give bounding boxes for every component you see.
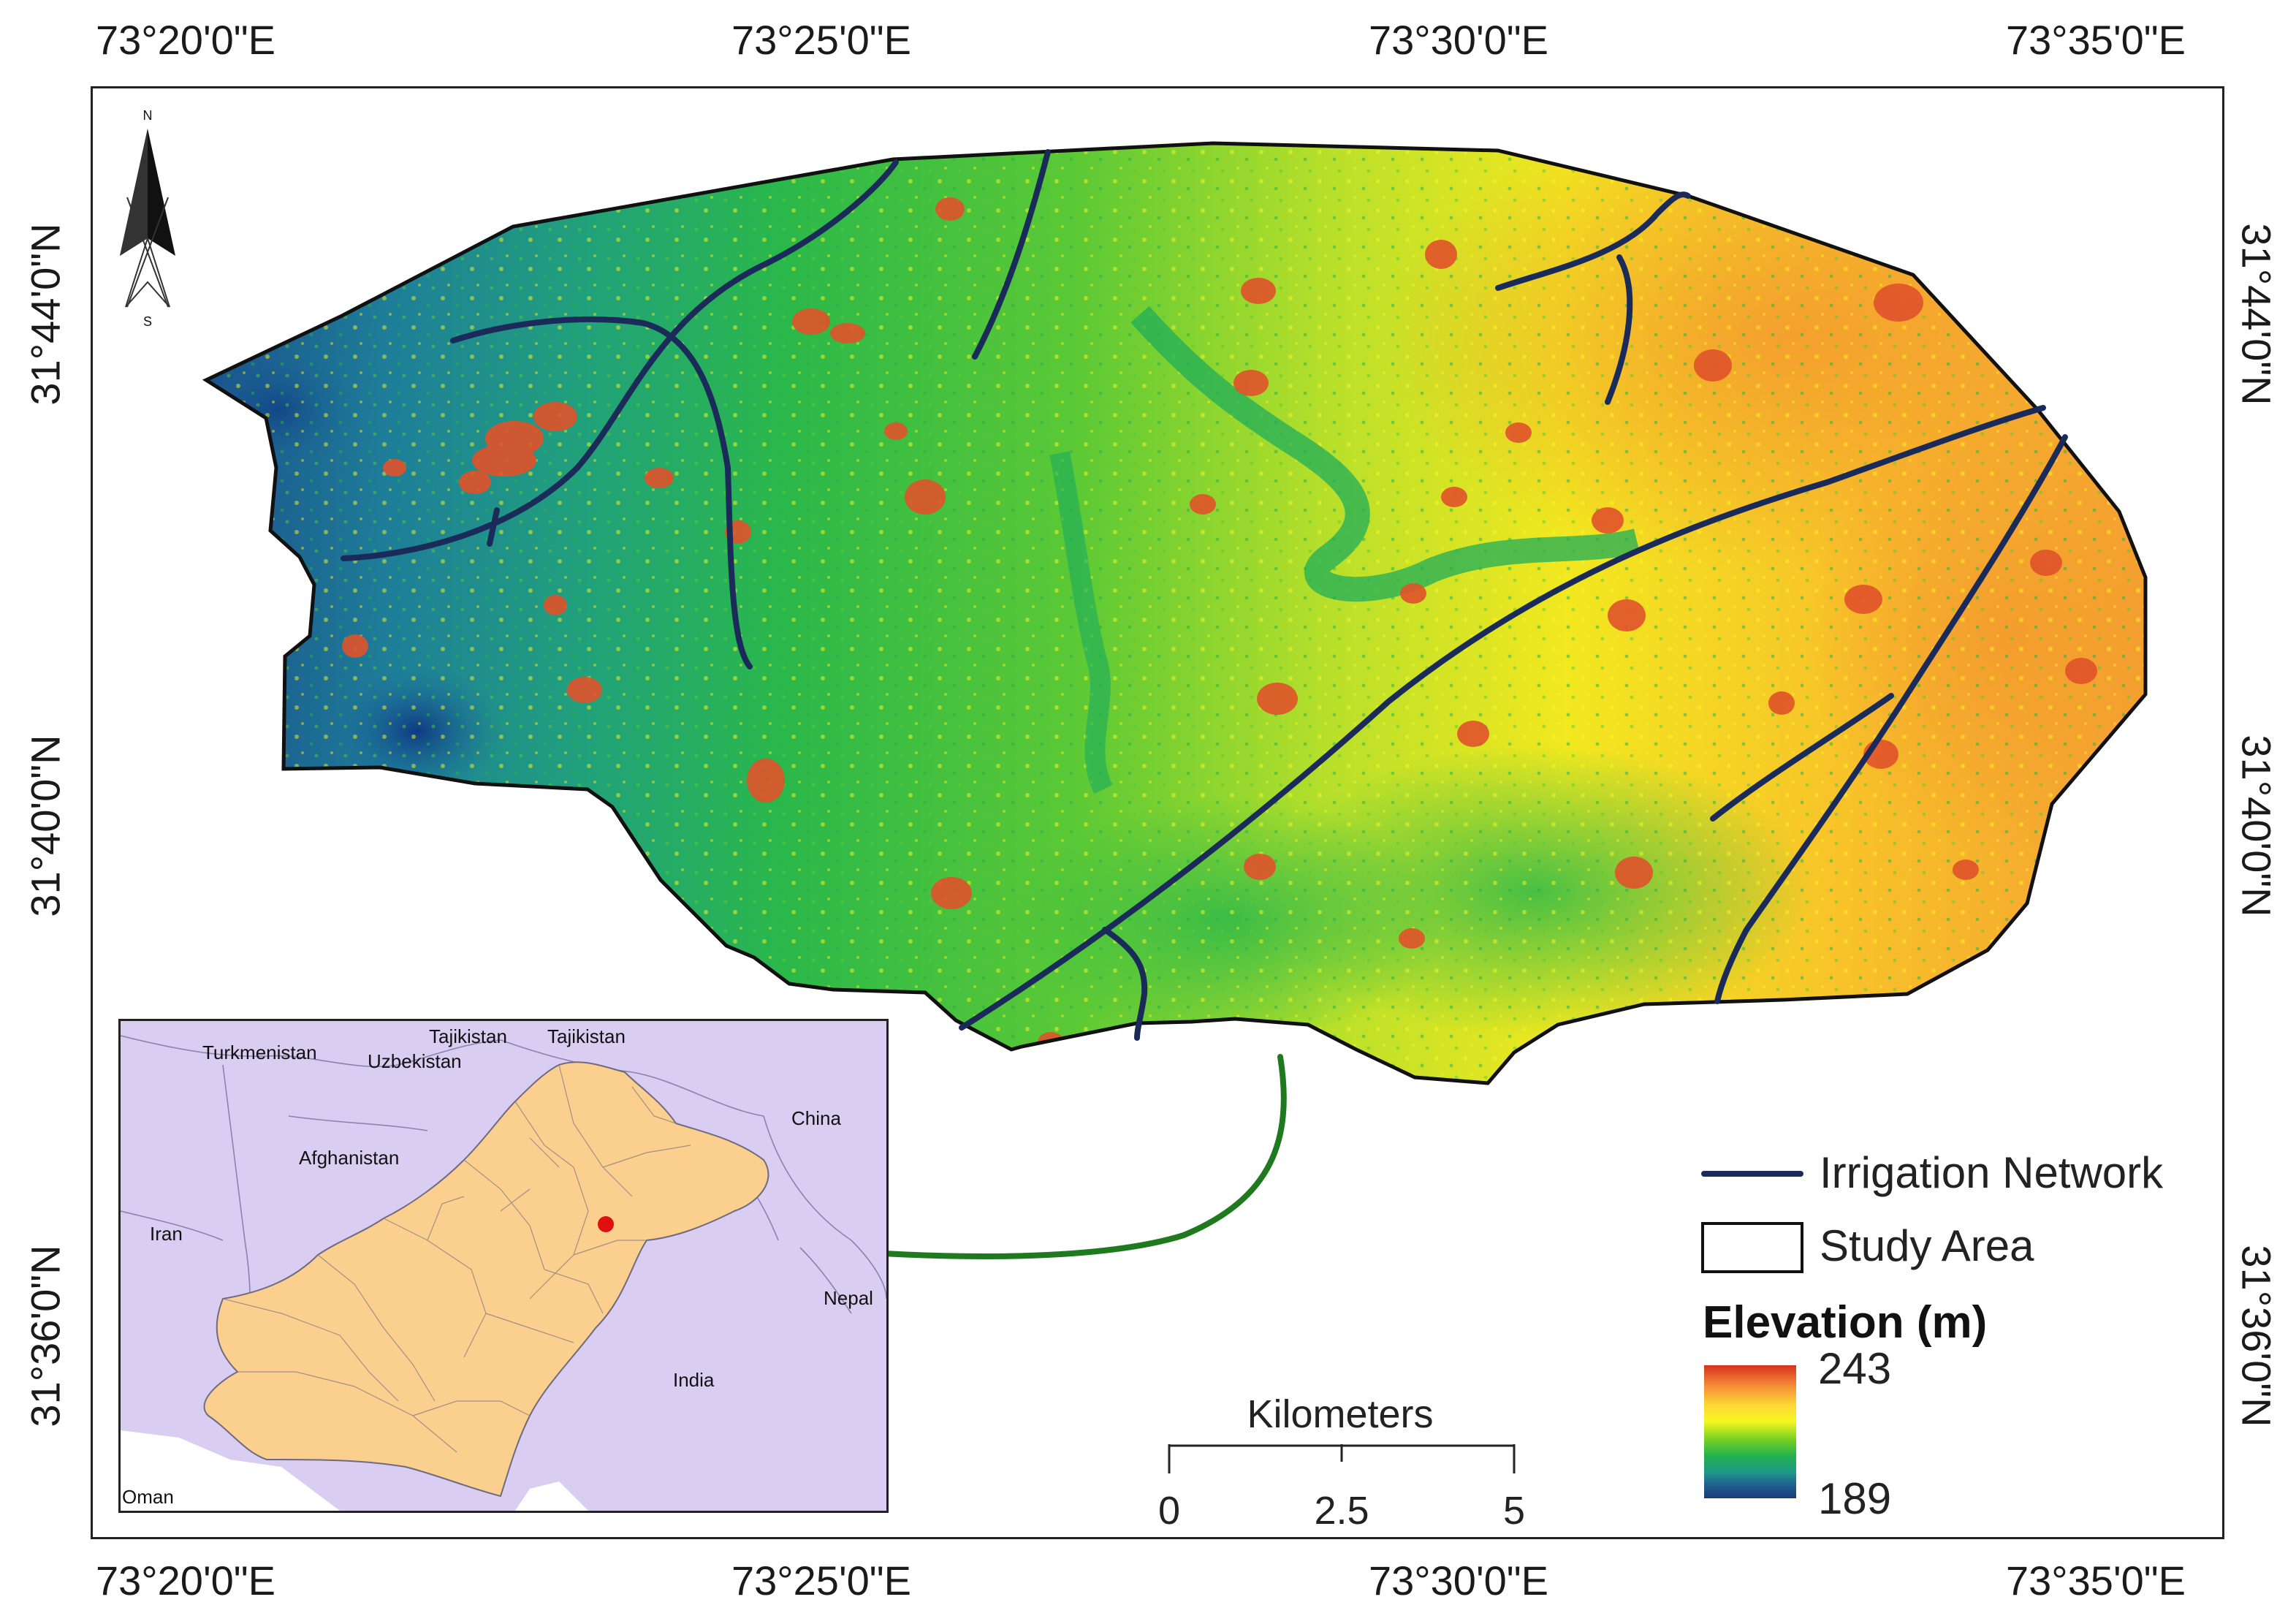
inset-label-turkmenistan: Turkmenistan — [202, 1041, 317, 1063]
inset-map: Turkmenistan Tajikistan Tajikistan Uzbek… — [118, 1019, 889, 1513]
lon-tick-top-2: 73°25'0"E — [731, 17, 912, 63]
lon-tick-bottom-3: 73°30'0"E — [1368, 1557, 1549, 1604]
legend-study-area-swatch — [1701, 1222, 1803, 1273]
lon-tick-top-3: 73°30'0"E — [1368, 17, 1549, 63]
inset-label-tajikistan-2: Tajikistan — [547, 1025, 626, 1047]
lon-tick-bottom-1: 73°20'0"E — [95, 1557, 276, 1604]
scale-bar — [1168, 1444, 1516, 1473]
canal-northwest-spur — [487, 507, 500, 547]
north-arrow: N S — [111, 108, 184, 329]
inset-label-oman: Oman — [122, 1486, 174, 1508]
irrigation-network — [341, 149, 2068, 1041]
lon-tick-bottom-4: 73°35'0"E — [2005, 1557, 2186, 1604]
inset-pakistan — [203, 1061, 769, 1498]
canal-diagonal-spur — [1102, 927, 1148, 1041]
legend-elevation-ramp — [1704, 1365, 1796, 1498]
lon-tick-top-1: 73°20'0"E — [95, 17, 276, 63]
canal-east — [1714, 434, 2068, 1004]
inset-label-tajikistan-1: Tajikistan — [429, 1025, 507, 1047]
study-location-marker — [598, 1216, 614, 1232]
inset-label-afghanistan: Afghanistan — [299, 1147, 399, 1169]
elevation-raster — [206, 143, 2145, 1083]
inset-label-uzbekistan: Uzbekistan — [368, 1050, 462, 1072]
inset-label-india: India — [673, 1369, 715, 1391]
canal-east-branch — [1710, 693, 1894, 822]
lon-tick-bottom-2: 73°25'0"E — [731, 1557, 912, 1604]
scale-label-5: 5 — [1502, 1489, 1526, 1533]
canal-northeast — [1495, 191, 1691, 291]
canal-northwest — [341, 159, 899, 561]
legend-elevation-title: Elevation (m) — [1703, 1297, 1988, 1348]
legend-irrigation-label: Irrigation Network — [1820, 1148, 2164, 1197]
legend-elevation-max: 243 — [1818, 1344, 1892, 1393]
legend-elevation-min: 189 — [1818, 1474, 1892, 1523]
legend-study-area-label: Study Area — [1820, 1221, 2034, 1270]
inset-label-nepal: Nepal — [824, 1287, 873, 1309]
scale-label-2-5: 2.5 — [1314, 1489, 1369, 1533]
canal-northeast-spur — [1605, 254, 1633, 405]
canal-northwest-branch — [450, 316, 753, 669]
legend-irrigation-swatch — [1701, 1171, 1803, 1177]
scale-label-0: 0 — [1157, 1489, 1181, 1533]
scale-bar-title: Kilometers — [1247, 1392, 1434, 1436]
canal-diagonal-main — [959, 405, 2046, 1031]
north-label: N — [143, 110, 153, 123]
inset-label-iran: Iran — [150, 1223, 183, 1245]
canal-north — [972, 149, 1051, 360]
inset-sea — [121, 1430, 340, 1511]
lon-tick-top-4: 73°35'0"E — [2005, 17, 2186, 63]
inset-label-china: China — [791, 1107, 841, 1129]
south-label: S — [143, 314, 152, 329]
